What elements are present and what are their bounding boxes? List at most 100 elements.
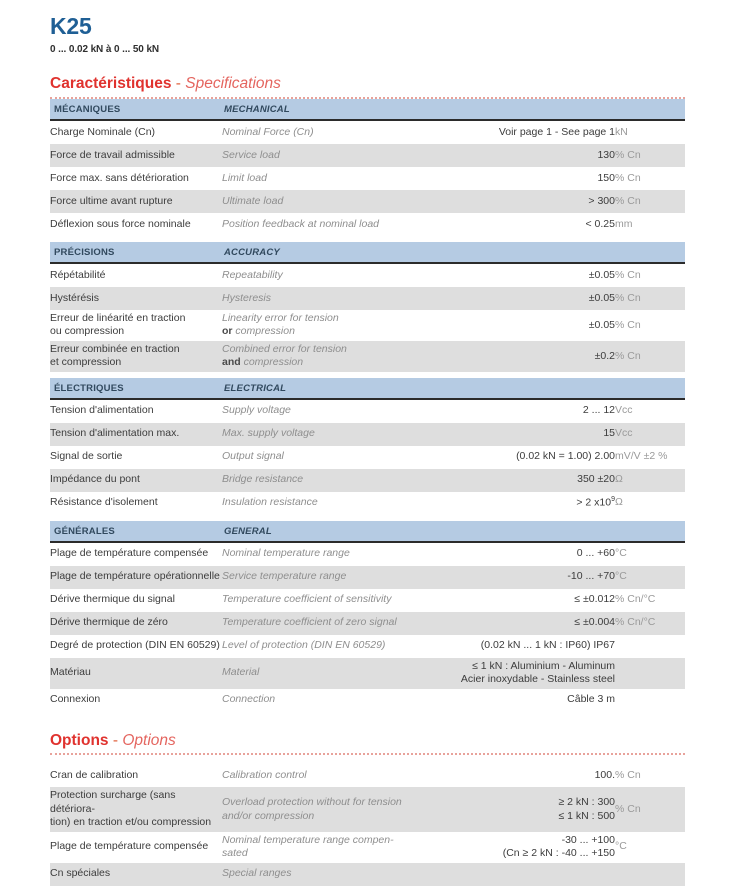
row-value: Câble 3 m (567, 693, 615, 706)
spec-section: Options - Options Cran de calibration Cali… (50, 712, 685, 886)
row-label-fr: Force ultime avant rupture (50, 189, 222, 213)
group-header-unit-col (615, 241, 685, 264)
row-unit: °C (615, 840, 627, 853)
row-value: ≥ 2 kN : 300 ≤ 1 kN : 500 (460, 787, 615, 832)
table-row: Signal de sortie Output signal (0.02 kN = … (50, 446, 685, 469)
row-label-fr: Force max. sans détérioration (50, 171, 189, 184)
group-header-value-col (460, 520, 615, 543)
row-label-fr: Erreur de linéarité en traction ou compre… (50, 311, 186, 338)
row-value: 130 (460, 143, 615, 167)
product-range-subtitle: 0 ... 0.02 kN à 0 ... 50 kN (50, 44, 160, 56)
row-value: (0.02 kN ... 1 kN : IP60) IP67 (480, 639, 615, 652)
row-unit (615, 862, 685, 886)
section-title-rule (50, 95, 685, 99)
group-header-value-col (460, 377, 615, 400)
group-header-unit-col (615, 377, 685, 400)
row-unit: % Cn (615, 143, 685, 167)
row-value: ±0.05 (460, 286, 615, 310)
table-row: Matériau Material ≤ 1 kN : Aluminium - Alu… (50, 657, 685, 689)
row-label-fr: Déflexion sous force nominale (50, 217, 191, 230)
row-unit (615, 635, 685, 658)
row-unit: % Cn (615, 340, 685, 372)
spec-table: Cran de calibration Calibration control 10… (50, 764, 685, 886)
row-label-fr: Répétabilité (50, 268, 106, 281)
table-row: Hystérésis Hysteresis ±0.05% Cn (50, 286, 685, 310)
row-label-fr: Connexion (50, 693, 101, 706)
table-row: Déflexion sous force nominale Position fe… (50, 213, 685, 236)
row-label-fr: Résistance d'isolement (50, 496, 158, 509)
row-label-en: Combined error for tension and compressio… (222, 340, 460, 372)
row-unit (615, 657, 685, 689)
row-label-fr: Plage de température compensée (50, 547, 209, 560)
row-label-en: Supply voltage (222, 404, 291, 417)
table-row: Plage de température compensée Nominal te… (50, 542, 685, 566)
row-label-fr: Hystérésis (50, 286, 222, 310)
group-header-fr: GÉNÉRALES (50, 520, 222, 543)
row-label-fr: Signal de sortie (50, 450, 123, 463)
section-title-dash: - (108, 731, 123, 749)
row-label-en: Position feedback at nominal load (222, 217, 380, 230)
row-label-en: Special ranges (222, 862, 460, 886)
row-unit: % Cn (615, 171, 641, 184)
row-value: ≤ ±0.012 (574, 593, 615, 606)
row-label-fr: Charge Nominale (Cn) (50, 125, 156, 138)
group-header-row: PRÉCISIONS ACCURACY (50, 241, 685, 264)
table-row: Tension d'alimentation max. Max. supply v… (50, 422, 685, 446)
table-row: Dérive thermique du signal Temperature co… (50, 589, 685, 612)
row-value: -30 ... +100 (Cn ≥ 2 kN : -40 ... +150 (502, 833, 615, 860)
table-row: Force ultime avant rupture Ultimate load >… (50, 189, 685, 213)
row-unit: % Cn (615, 286, 685, 310)
spec-section: Caractéristiques - Specifications MÉCANIQ… (50, 55, 685, 711)
table-row: Tension d'alimentation Supply voltage 2 ..… (50, 399, 685, 423)
row-value: (0.02 kN = 1.00) 2.00 (516, 450, 615, 463)
section-title: Caractéristiques - Specifications (50, 55, 685, 93)
row-value: 150 (597, 171, 615, 184)
row-label-fr: Tension d'alimentation (50, 404, 154, 417)
row-label-en: Output signal (222, 450, 284, 463)
group-header-fr: ÉLECTRIQUES (50, 377, 222, 400)
row-label-en: Temperature coefficient of zero signal (222, 611, 460, 635)
row-value: 15 (460, 422, 615, 446)
row-label-fr: Dérive thermique de zéro (50, 611, 222, 635)
row-label-fr: Protection surcharge (sans détériora-tio… (50, 787, 222, 832)
row-label-en: Max. supply voltage (222, 422, 460, 446)
row-label-en: Nominal Force (Cn) (222, 125, 314, 138)
row-unit: Ω (615, 468, 685, 492)
row-unit: % Cn/°C (615, 593, 656, 606)
row-label-en: Nominal temperature range compen-sated (222, 833, 394, 860)
row-label-en: Overload protection without for tension a… (222, 787, 460, 832)
datasheet-page: K25 0 ... 0.02 kN à 0 ... 50 kN Caractér… (50, 13, 685, 886)
group-header-value-col (460, 98, 615, 121)
row-unit: °C (615, 565, 685, 589)
row-unit: mV/V ±2 % (615, 450, 668, 463)
row-label-fr: Tension d'alimentation max. (50, 422, 222, 446)
sections-container: Caractéristiques - Specifications MÉCANIQ… (50, 55, 685, 886)
row-label-en: Repeatability (222, 268, 283, 281)
table-row: Cn spéciales Special ranges (50, 862, 685, 886)
table-row: Force de travail admissible Service load 1… (50, 143, 685, 167)
row-value: < 0.25 (585, 217, 616, 230)
table-row: Charge Nominale (Cn) Nominal Force (Cn) Vo… (50, 120, 685, 144)
table-row: Plage de température opérationnelle Servi… (50, 565, 685, 589)
group-header-en: MECHANICAL (222, 98, 460, 121)
group-header-fr: MÉCANIQUES (50, 98, 222, 121)
row-value: 350 ±20 (460, 468, 615, 492)
row-label-en: Ultimate load (222, 189, 460, 213)
row-unit: Vcc (615, 422, 685, 446)
row-unit: % Cn/°C (615, 611, 685, 635)
row-unit: % Cn (615, 787, 685, 832)
row-label-en: Connection (222, 693, 276, 706)
section-title-fr: Options (50, 731, 109, 749)
row-label-fr: Erreur combinée en traction et compressio… (50, 340, 222, 372)
table-row: Degré de protection (DIN EN 60529) Level … (50, 635, 685, 658)
table-row: Erreur combinée en traction et compressio… (50, 340, 685, 372)
group-header-value-col (460, 241, 615, 264)
table-row: Impédance du pont Bridge resistance 350 ±2… (50, 468, 685, 492)
table-row: Dérive thermique de zéro Temperature coef… (50, 611, 685, 635)
row-unit: mm (615, 217, 633, 230)
row-value: 100. (594, 769, 615, 782)
row-unit: °C (615, 547, 627, 560)
table-row: Cran de calibration Calibration control 10… (50, 764, 685, 787)
product-title: K25 (50, 13, 92, 39)
group-header-row: GÉNÉRALES GENERAL (50, 520, 685, 543)
